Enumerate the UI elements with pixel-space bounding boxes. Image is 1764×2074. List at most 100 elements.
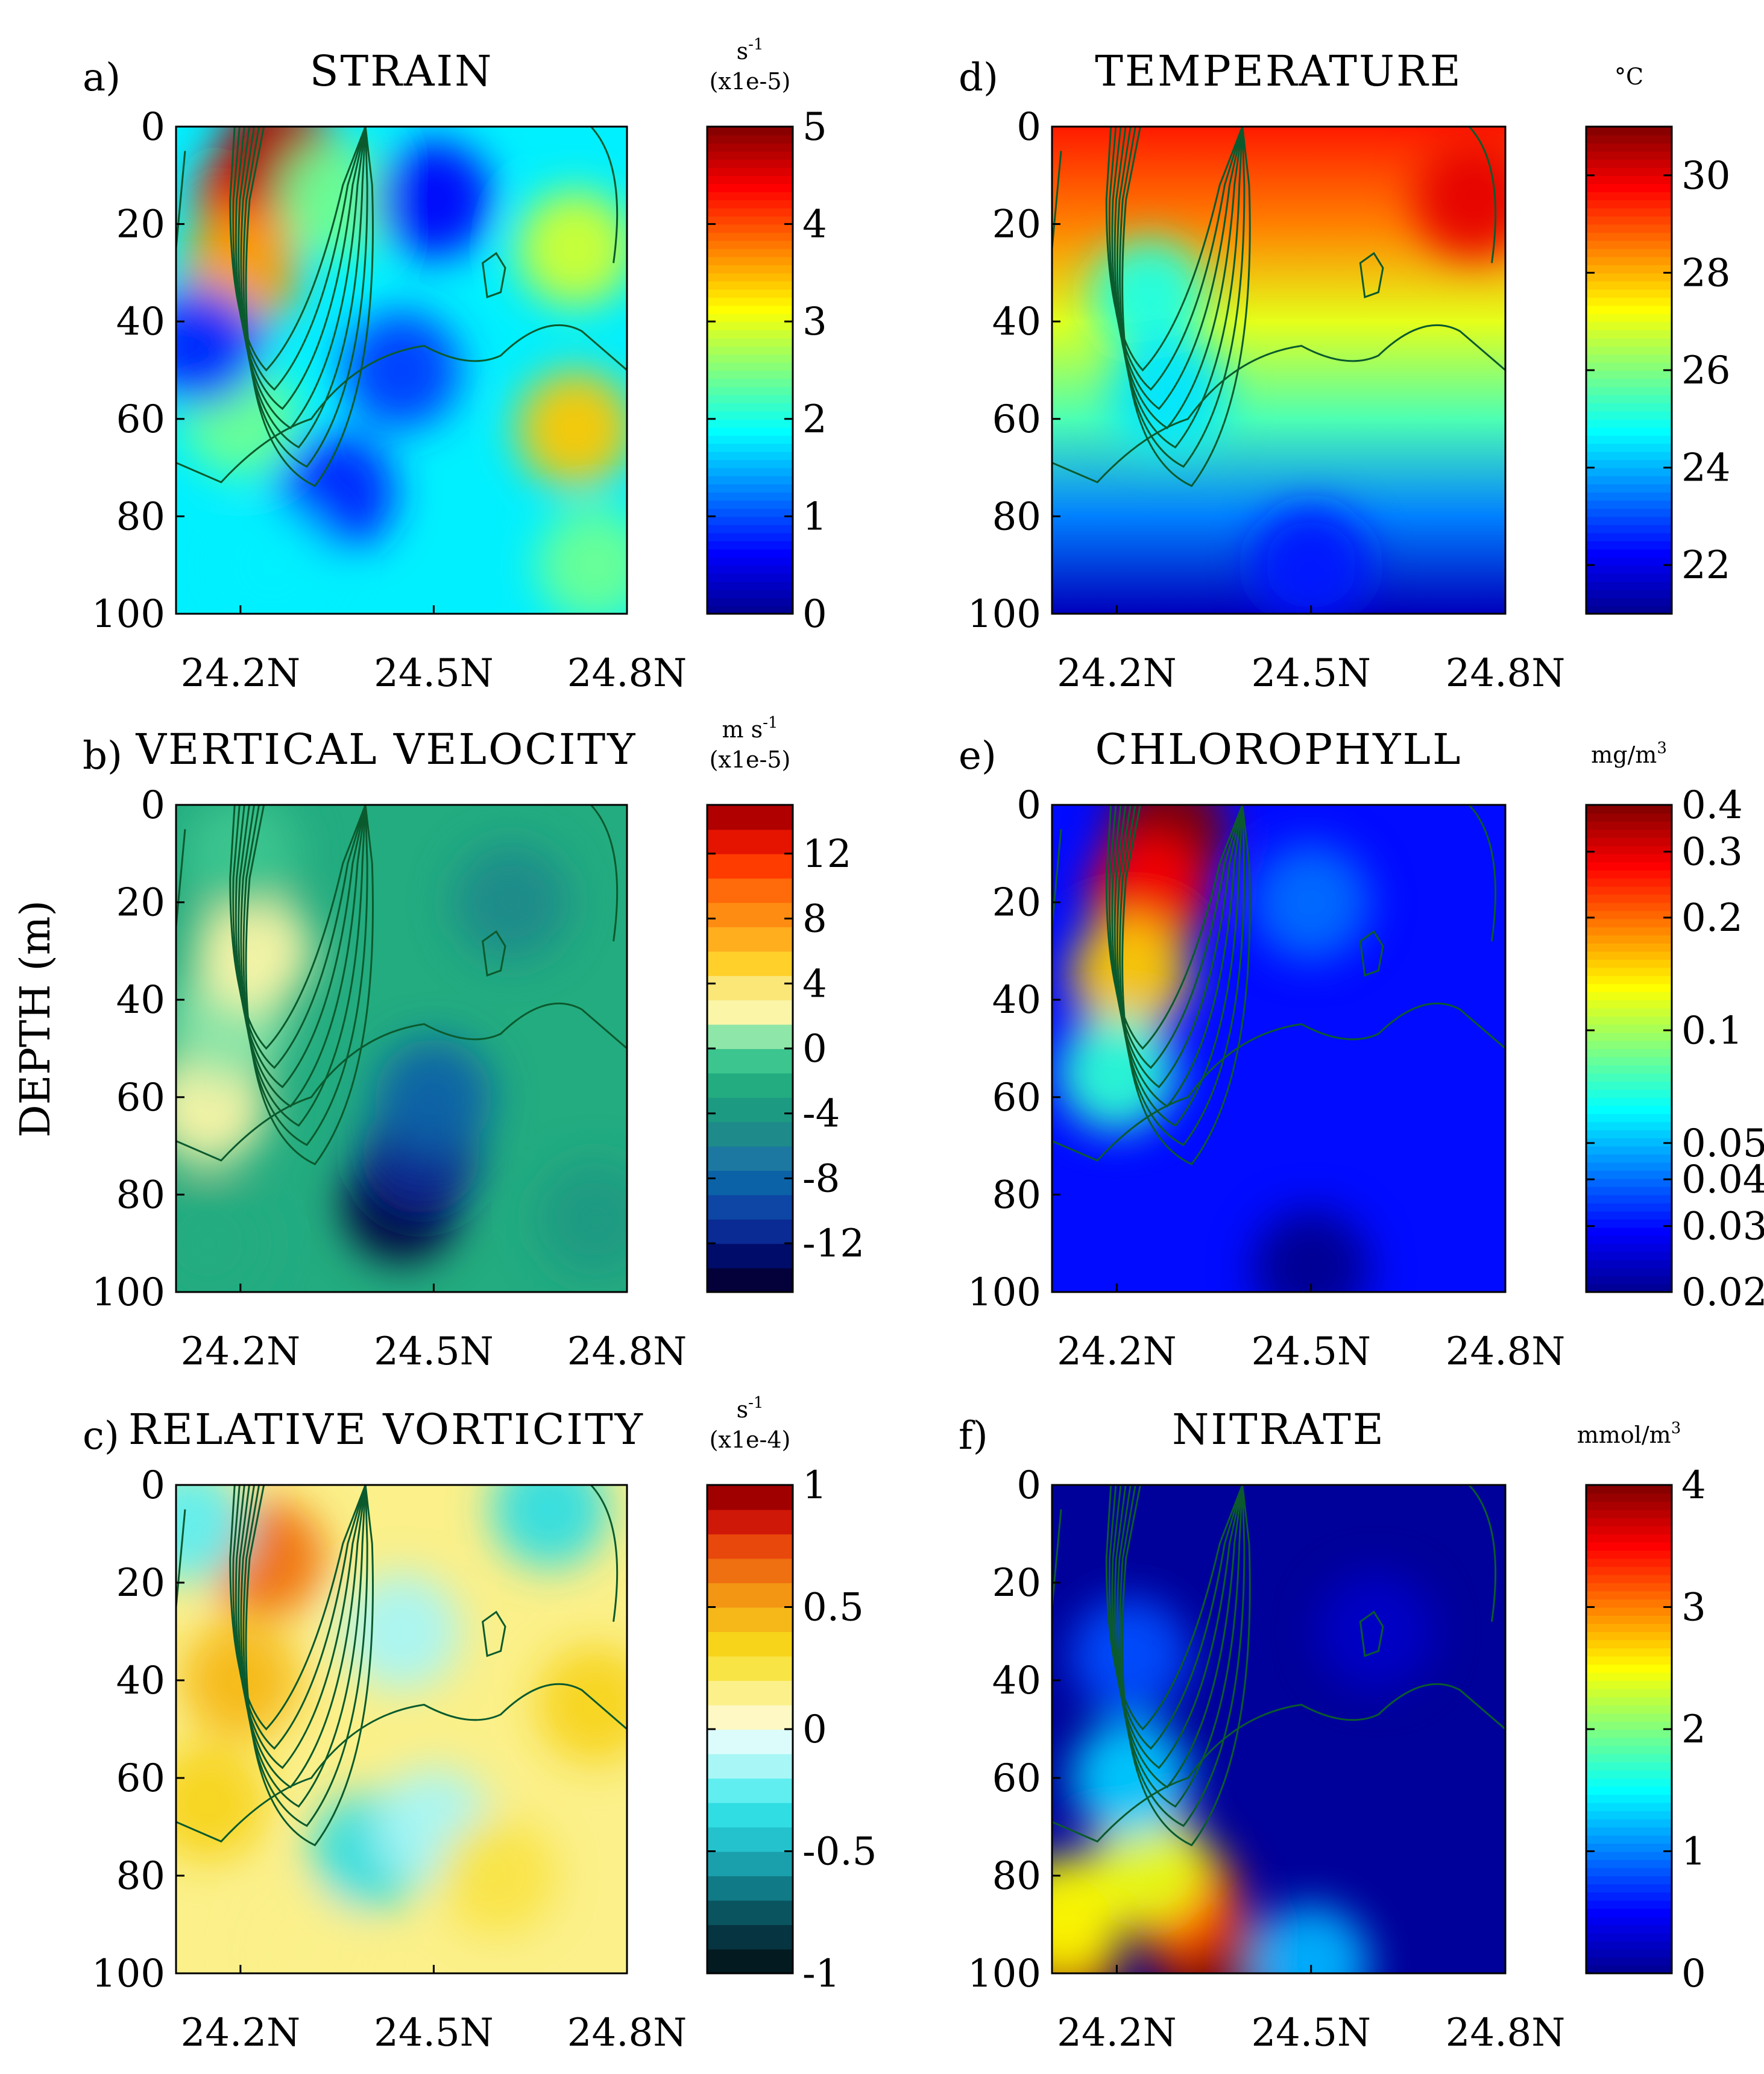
colorbar-swatch bbox=[707, 1583, 793, 1608]
colorbar-swatch bbox=[1586, 1835, 1672, 1844]
colorbar-swatch bbox=[1586, 1509, 1672, 1518]
panel-e: 0 20 40 60 80 100 24.2N 24.5N 24.8N e) CHLOROPHYLL… bbox=[959, 725, 1764, 1374]
panel-d: 0 20 40 60 80 100 24.2N 24.5N 24.8N d) TEMPERATURE… bbox=[959, 46, 1730, 696]
colorbar-swatch bbox=[1586, 894, 1672, 903]
heatmap-cell bbox=[176, 1185, 267, 1292]
density-contour bbox=[590, 805, 619, 942]
colorbar-swatch bbox=[1586, 927, 1672, 936]
heatmap-field bbox=[1052, 1485, 1505, 1973]
colorbar-swatch bbox=[707, 1194, 793, 1220]
x-tick-label: 24.5N bbox=[374, 2011, 494, 2055]
colorbar-swatch bbox=[1586, 1631, 1672, 1641]
colorbar-swatch bbox=[707, 418, 793, 428]
unit-exponent: -1 bbox=[748, 1394, 763, 1412]
heatmap-cell bbox=[1252, 843, 1370, 961]
colorbar-swatch bbox=[1586, 1178, 1672, 1187]
colorbar-swatch bbox=[1586, 1485, 1672, 1494]
colorbar-swatch bbox=[707, 500, 793, 509]
colorbar-swatch bbox=[1586, 1965, 1672, 1974]
colorbar-swatch bbox=[1586, 1574, 1672, 1583]
colorbar-swatch bbox=[1586, 1154, 1672, 1163]
colorbar-swatch bbox=[1586, 1016, 1672, 1025]
colorbar-swatch bbox=[707, 134, 793, 143]
colorbar-tick-label: 30 bbox=[1681, 154, 1730, 198]
colorbar-tick-label: 26 bbox=[1681, 348, 1730, 393]
colorbar-swatch bbox=[707, 540, 793, 550]
colorbar-swatch bbox=[707, 853, 793, 879]
colorbar-swatch bbox=[1586, 1186, 1672, 1196]
colorbar-tick-label: 1 bbox=[1681, 1830, 1706, 1874]
colorbar-swatch bbox=[707, 159, 793, 168]
colorbar-swatch bbox=[1586, 1089, 1672, 1098]
heatmap-cell bbox=[181, 805, 300, 912]
density-contour bbox=[245, 805, 374, 1165]
density-contour bbox=[1121, 127, 1251, 487]
colorbar-swatch bbox=[1586, 845, 1672, 854]
colorbar-swatch bbox=[1586, 1729, 1672, 1738]
plot-frame bbox=[1051, 125, 1507, 615]
y-tick-label: 20 bbox=[116, 203, 165, 247]
panel-title: NITRATE bbox=[1172, 1405, 1385, 1454]
colorbar-swatch bbox=[1586, 280, 1672, 290]
colorbar-swatch bbox=[1586, 418, 1672, 428]
x-tick-label: 24.2N bbox=[1057, 1329, 1177, 1374]
density-contour bbox=[242, 805, 368, 1146]
colorbar-swatch bbox=[1586, 1235, 1672, 1244]
colorbar-tick-label: 0.3 bbox=[1681, 830, 1743, 875]
colorbar-swatch bbox=[707, 1704, 793, 1730]
colorbar-swatch bbox=[1586, 1704, 1672, 1713]
colorbar-swatch bbox=[1586, 1267, 1672, 1277]
density-contour bbox=[1468, 1485, 1497, 1622]
y-tick-label: 100 bbox=[968, 592, 1041, 637]
colorbar-swatch bbox=[1586, 1227, 1672, 1236]
density-contour bbox=[240, 1485, 367, 1808]
colorbar-swatch bbox=[1586, 1867, 1672, 1876]
heatmap-cell bbox=[1414, 141, 1505, 259]
heatmap-cell bbox=[517, 370, 627, 487]
colorbar-swatch bbox=[1586, 467, 1672, 477]
colorbar-swatch bbox=[707, 532, 793, 541]
y-tick-label: 40 bbox=[116, 978, 165, 1023]
colorbar-swatch bbox=[1586, 1811, 1672, 1820]
density-contour bbox=[482, 1610, 506, 1657]
heatmap-cell bbox=[214, 506, 332, 614]
colorbar-swatch bbox=[1586, 1949, 1672, 1958]
colorbar-swatch bbox=[707, 1827, 793, 1852]
colorbar-swatch bbox=[1586, 224, 1672, 233]
colorbar: 0.40.3 0.2 0.1 0.050.040.03 0.02 mg/m3 bbox=[1585, 739, 1764, 1315]
heatmap-field bbox=[1052, 805, 1505, 1292]
colorbar-swatch bbox=[1586, 338, 1672, 347]
colorbar-swatch bbox=[1586, 869, 1672, 879]
colorbar-swatch bbox=[1586, 1656, 1672, 1665]
colorbar-swatch bbox=[1586, 305, 1672, 314]
colorbar-swatch bbox=[1586, 959, 1672, 968]
colorbar-swatch bbox=[1586, 378, 1672, 387]
density-contours bbox=[176, 805, 627, 1165]
colorbar-swatch bbox=[707, 1121, 793, 1147]
colorbar-tick-label: 0.1 bbox=[1681, 1009, 1743, 1053]
colorbar-swatch bbox=[707, 1876, 793, 1901]
colorbar-swatch bbox=[1586, 1770, 1672, 1779]
colorbar-swatch bbox=[1586, 1916, 1672, 1925]
heatmap-cell bbox=[342, 312, 461, 429]
x-tick-label: 24.5N bbox=[374, 1329, 494, 1374]
colorbar-swatch bbox=[1586, 942, 1672, 952]
colorbar-swatch bbox=[1586, 1786, 1672, 1795]
colorbar-swatch bbox=[1586, 313, 1672, 323]
heatmap-cell bbox=[181, 1621, 300, 1739]
colorbar-swatch bbox=[1586, 1941, 1672, 1950]
colorbar-swatch bbox=[1586, 524, 1672, 534]
y-tick-label: 60 bbox=[992, 1756, 1041, 1801]
density-contour bbox=[229, 1485, 367, 1731]
x-tick-label: 24.5N bbox=[1251, 2011, 1371, 2055]
colorbar-tick-label: 8 bbox=[802, 897, 827, 942]
density-contour bbox=[235, 1485, 367, 1770]
colorbar-swatch bbox=[1586, 1615, 1672, 1624]
panel-title: VERTICAL VELOCITY bbox=[136, 725, 637, 774]
heatmap-cell bbox=[491, 1485, 608, 1568]
colorbar-swatch bbox=[1586, 1900, 1672, 1909]
colorbar-swatch bbox=[1586, 151, 1672, 160]
x-tick-label: 24.5N bbox=[1251, 1329, 1371, 1374]
y-tick-label: 100 bbox=[92, 592, 165, 637]
y-tick-label: 100 bbox=[92, 1952, 165, 1996]
